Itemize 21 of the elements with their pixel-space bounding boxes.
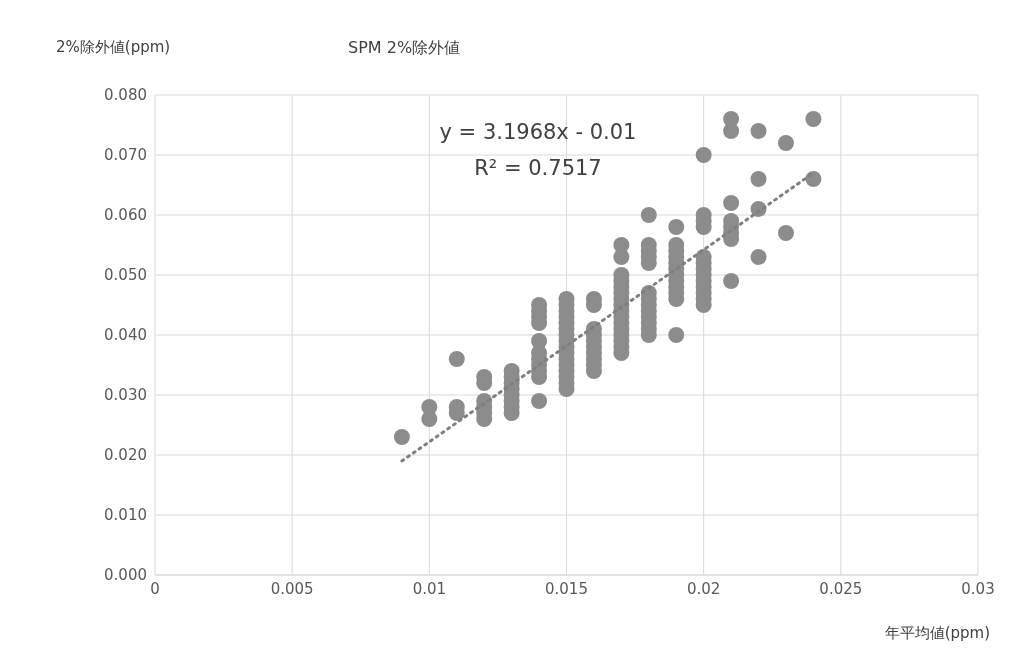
y-tick-label: 0.030 (104, 386, 147, 405)
x-tick-label: 0.015 (545, 579, 588, 598)
x-tick-label: 0.02 (686, 579, 721, 598)
y-tick-label: 0.060 (104, 206, 147, 225)
x-tick-label: 0.005 (270, 579, 314, 598)
annotation: R² = 0.7517 (473, 156, 603, 180)
y-tick-label: 0.070 (104, 146, 147, 165)
y-tick-label: 0.020 (104, 446, 147, 465)
y-tick-label: 0.010 (104, 506, 147, 525)
x-axis-title: 年平均値(ppm) (884, 624, 990, 643)
y-tick-label: 0.050 (104, 266, 147, 285)
x-tick-label: 0.03 (961, 579, 995, 598)
chart-title: SPM 2%除外値 (348, 38, 461, 59)
y-tick-label: 0.040 (104, 326, 147, 345)
annotation: y = 3.1968x - 0.01 (438, 120, 638, 144)
x-tick-label: 0 (150, 579, 160, 598)
y-axis-title: 2%除外値(ppm) (56, 38, 171, 57)
y-tick-label: 0.080 (104, 86, 147, 105)
x-tick-label: 0.025 (819, 579, 863, 598)
y-tick-label: 0.000 (104, 566, 147, 585)
x-tick-label: 0.01 (412, 579, 447, 598)
